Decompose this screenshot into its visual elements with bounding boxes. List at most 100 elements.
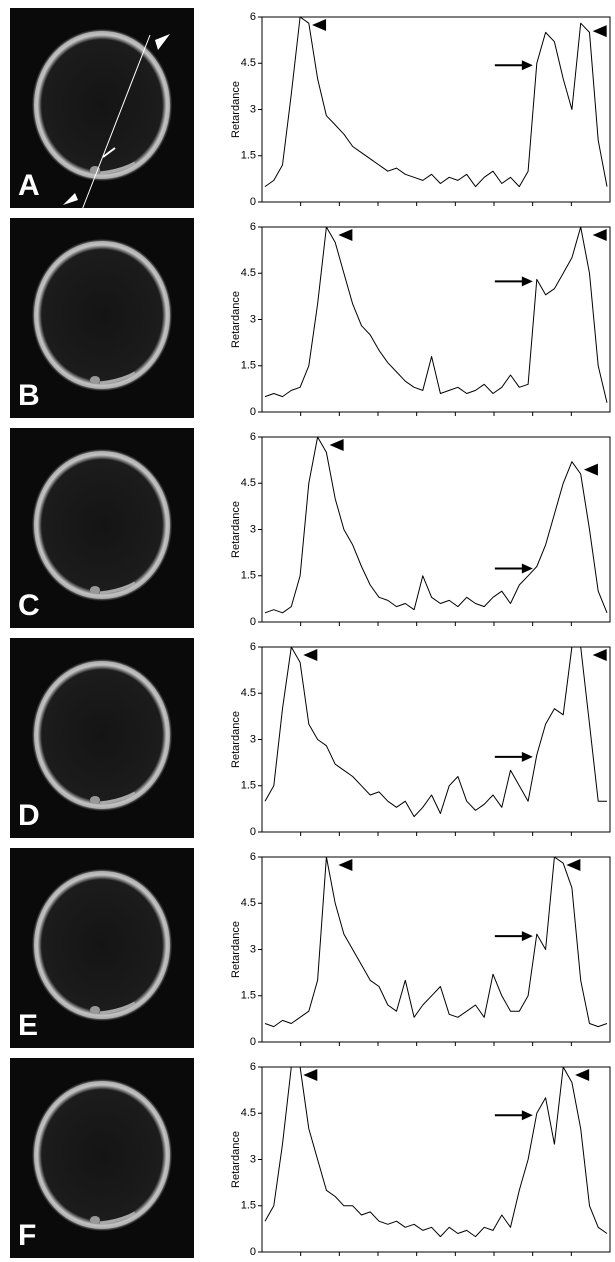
y-axis-label: Retardance — [230, 711, 242, 768]
arrow-head — [521, 931, 533, 942]
y-tick-label: 6 — [250, 221, 256, 233]
arrowhead — [592, 649, 607, 661]
plot-frame — [261, 16, 611, 203]
oocyte-ring — [34, 451, 170, 599]
scan-arrowhead — [63, 193, 78, 205]
y-tick-label: 0 — [250, 1036, 256, 1048]
plot-frame — [261, 856, 611, 1043]
arrowhead — [575, 1069, 590, 1081]
y-tick-label: 1.5 — [241, 570, 256, 582]
arrowhead — [303, 1069, 318, 1081]
oocyte-ring — [34, 1081, 170, 1229]
y-tick-label: 4.5 — [241, 477, 256, 489]
arrowhead — [312, 19, 327, 31]
y-tick-label: 1.5 — [241, 990, 256, 1002]
y-tick-label: 6 — [250, 851, 256, 863]
sperm — [99, 371, 136, 385]
spindle — [90, 796, 100, 804]
oocyte-ring — [34, 871, 170, 1019]
y-tick-label: 4.5 — [241, 1107, 256, 1119]
y-axis-label: Retardance — [230, 921, 242, 978]
spindle — [90, 586, 100, 594]
y-axis-label: Retardance — [230, 1131, 242, 1188]
micrograph: B — [10, 218, 194, 418]
y-tick-label: 3 — [250, 103, 256, 115]
spindle-arrow — [102, 147, 116, 158]
y-tick-label: 6 — [250, 641, 256, 653]
plot-frame — [261, 226, 611, 413]
y-tick-label: 3 — [250, 313, 256, 325]
y-tick-label: 6 — [250, 431, 256, 443]
retardance-line — [264, 436, 608, 614]
oocyte — [32, 869, 172, 1021]
scan-arrowhead — [155, 34, 170, 50]
oocyte — [32, 449, 172, 601]
micrograph: E — [10, 848, 194, 1048]
oocyte-ring — [34, 31, 170, 179]
arrowhead — [592, 25, 607, 38]
micrograph: A — [10, 8, 194, 211]
y-tick-label: 3 — [250, 1153, 256, 1165]
sperm — [99, 791, 136, 805]
y-tick-label: 0 — [250, 406, 256, 418]
retardance-line — [264, 1066, 608, 1238]
y-tick-label: 1.5 — [241, 360, 256, 372]
arrow-head — [521, 563, 533, 574]
arrowhead — [338, 229, 353, 241]
y-tick-label: 0 — [250, 826, 256, 838]
plot-frame — [261, 1066, 611, 1253]
y-axis-label: Retardance — [230, 291, 242, 348]
arrow-head — [521, 1110, 533, 1121]
retardance-line — [264, 16, 608, 188]
y-tick-label: 3 — [250, 523, 256, 535]
retardance-line — [264, 856, 608, 1028]
micrograph: C — [10, 428, 194, 628]
retardance-line — [264, 646, 607, 818]
panel-letter: D — [18, 799, 40, 832]
panel-letter: E — [18, 1009, 38, 1042]
y-tick-label: 3 — [250, 943, 256, 955]
micrograph: D — [10, 638, 194, 838]
arrowhead — [583, 463, 598, 476]
y-axis-label: Retardance — [230, 81, 242, 138]
sperm — [99, 1211, 136, 1225]
y-tick-label: 4.5 — [241, 687, 256, 699]
retardance-line — [264, 226, 608, 403]
panel-letter: C — [18, 589, 40, 622]
y-tick-label: 4.5 — [241, 267, 256, 279]
scan-line — [81, 34, 151, 211]
arrow-head — [521, 276, 533, 287]
oocyte-ring — [34, 661, 170, 809]
arrowhead — [303, 649, 318, 661]
y-tick-label: 0 — [250, 196, 256, 208]
sperm — [99, 1001, 136, 1015]
y-tick-label: 0 — [250, 1246, 256, 1258]
spindle — [90, 1216, 100, 1224]
arrowhead — [592, 229, 607, 241]
oocyte-ring — [34, 241, 170, 389]
arrowhead — [338, 859, 353, 871]
arrowhead — [566, 859, 581, 871]
y-tick-label: 4.5 — [241, 897, 256, 909]
y-tick-label: 1.5 — [241, 780, 256, 792]
y-tick-label: 4.5 — [241, 57, 256, 69]
y-tick-label: 6 — [250, 11, 256, 23]
y-axis-label: Retardance — [230, 501, 242, 558]
panel-letter: A — [18, 169, 40, 202]
arrow-head — [521, 60, 533, 71]
y-tick-label: 0 — [250, 616, 256, 628]
sperm — [99, 581, 136, 595]
oocyte — [32, 239, 172, 391]
plot-frame — [261, 436, 611, 623]
micrograph: F — [10, 1058, 194, 1258]
y-tick-label: 1.5 — [241, 1200, 256, 1212]
spindle — [90, 166, 100, 174]
oocyte — [32, 29, 172, 181]
spindle — [90, 1006, 100, 1014]
y-tick-label: 6 — [250, 1061, 256, 1073]
y-tick-label: 3 — [250, 733, 256, 745]
arrowhead — [329, 439, 344, 451]
panel-letter: F — [18, 1219, 36, 1252]
y-tick-label: 1.5 — [241, 150, 256, 162]
